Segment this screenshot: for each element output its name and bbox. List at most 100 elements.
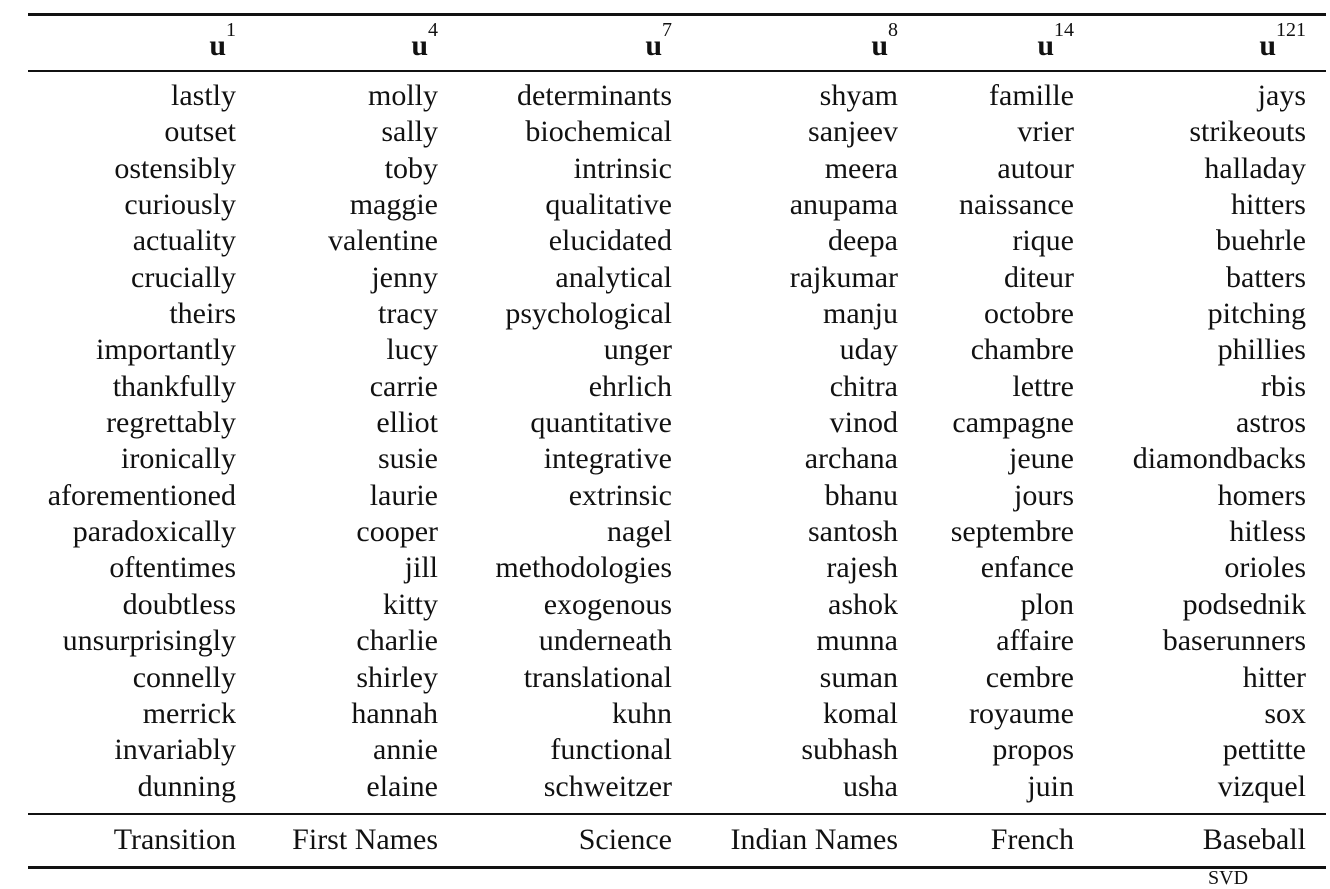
- word-column-u7: determinants biochemical intrinsic qualitat…: [470, 78, 672, 805]
- column-header-index: 4: [428, 19, 438, 41]
- word-cell: archana: [804, 442, 898, 476]
- word-cell: lastly: [171, 79, 236, 112]
- word-column-u121: jays strikeouts halladay hitters buehrle batt…: [1110, 78, 1306, 805]
- word-cell: autour: [997, 151, 1074, 185]
- word-cell: halladay: [1204, 151, 1306, 185]
- word-cell: suman: [819, 660, 898, 694]
- word-cell: biochemical: [525, 115, 672, 149]
- word-cell: dunning: [137, 769, 236, 803]
- category-label-first-names: First Names: [292, 823, 438, 856]
- word-cell: anupama: [789, 188, 898, 222]
- word-cell: diteur: [1004, 260, 1074, 294]
- column-header-u8: u8: [708, 20, 898, 68]
- word-cell: integrative: [543, 442, 672, 476]
- word-cell: tracy: [378, 297, 438, 331]
- word-cell: rbis: [1261, 369, 1306, 403]
- word-cell: phillies: [1217, 333, 1306, 367]
- word-cell: chitra: [829, 369, 898, 403]
- word-cell: oftentimes: [109, 551, 236, 585]
- word-column-u8: shyam sanjeev meera anupama deepa rajkumar man…: [708, 78, 898, 805]
- column-header-index: 8: [888, 19, 898, 41]
- word-cell: jill: [404, 551, 438, 585]
- word-cell: cooper: [356, 515, 438, 549]
- word-cell: batters: [1226, 260, 1306, 294]
- word-cell: pitching: [1207, 297, 1306, 331]
- word-cell: shirley: [356, 660, 438, 694]
- word-cell: qualitative: [545, 188, 672, 222]
- word-column-u14: famille vrier autour naissance rique diteur oc…: [928, 78, 1074, 805]
- word-cell: octobre: [984, 297, 1074, 331]
- word-cell: ostensibly: [114, 151, 236, 185]
- word-cell: jenny: [371, 260, 438, 294]
- word-cell: importantly: [96, 333, 236, 367]
- word-cell: famille: [989, 79, 1074, 112]
- column-header-u1: u1: [28, 20, 236, 68]
- word-cell: ashok: [828, 587, 898, 621]
- word-cell: rajesh: [826, 551, 898, 585]
- word-cell: translational: [523, 660, 672, 694]
- word-column-u1: lastly outset ostensibly curiously actuality…: [28, 78, 236, 805]
- word-cell: usha: [843, 769, 898, 803]
- word-cell: susie: [378, 442, 438, 476]
- word-cell: deepa: [828, 224, 898, 258]
- word-cell: extrinsic: [568, 478, 672, 512]
- word-cell: kuhn: [612, 696, 672, 730]
- word-cell: quantitative: [530, 406, 672, 440]
- word-cell: chambre: [970, 333, 1074, 367]
- word-cell: charlie: [356, 624, 438, 658]
- word-cell: methodologies: [495, 551, 672, 585]
- word-cell: astros: [1236, 406, 1306, 440]
- word-cell: propos: [992, 733, 1074, 767]
- word-cell: campagne: [952, 406, 1074, 440]
- word-cell: diamondbacks: [1132, 442, 1306, 476]
- word-cell: paradoxically: [72, 515, 236, 549]
- word-cell: aforementioned: [47, 478, 236, 512]
- word-cell: theirs: [169, 297, 236, 331]
- word-cell: ehrlich: [588, 369, 672, 403]
- word-cell: plon: [1020, 587, 1074, 621]
- column-header-u121: u121: [1110, 20, 1306, 68]
- word-cell: analytical: [555, 260, 672, 294]
- word-cell: pettitte: [1222, 733, 1306, 767]
- word-cell: sanjeev: [808, 115, 898, 149]
- word-cell: merrick: [142, 696, 236, 730]
- category-label-baseball: Baseball: [1202, 823, 1306, 856]
- word-cell: subhash: [801, 733, 898, 767]
- word-cell: kitty: [382, 587, 438, 621]
- word-cell: functional: [550, 733, 672, 767]
- word-cell: actuality: [132, 224, 236, 258]
- column-header-letter: u: [871, 29, 888, 62]
- word-cell: hitless: [1229, 515, 1306, 549]
- word-cell: thankfully: [112, 369, 236, 403]
- word-cell: jours: [1014, 478, 1074, 512]
- word-cell: schweitzer: [543, 769, 672, 803]
- word-cell: rique: [1012, 224, 1074, 258]
- word-cell: determinants: [517, 79, 672, 112]
- word-cell: connelly: [132, 660, 236, 694]
- column-header-letter: u: [1037, 29, 1054, 62]
- word-cell: exogenous: [543, 587, 672, 621]
- word-cell: podsednik: [1182, 587, 1306, 621]
- word-cell: hitter: [1242, 660, 1306, 694]
- word-cell: doubtless: [122, 587, 236, 621]
- table-bottom-rule: [28, 866, 1326, 869]
- word-cell: carrie: [369, 369, 438, 403]
- word-cell: nagel: [607, 515, 672, 549]
- word-cell: santosh: [808, 515, 898, 549]
- word-cell: munna: [816, 624, 898, 658]
- word-cell: baserunners: [1162, 624, 1306, 658]
- word-cell: laurie: [369, 478, 438, 512]
- column-header-index: 1: [226, 19, 236, 41]
- word-cell: jeune: [1009, 442, 1074, 476]
- column-header-index: 7: [662, 19, 672, 41]
- word-cell: jays: [1257, 79, 1306, 112]
- word-cell: shyam: [819, 79, 898, 112]
- body-bottom-rule: [28, 813, 1326, 815]
- word-cell: enfance: [980, 551, 1074, 585]
- word-cell: outset: [164, 115, 236, 149]
- category-label-indian-names: Indian Names: [730, 823, 898, 856]
- word-cell: elaine: [366, 769, 438, 803]
- table-top-rule: [28, 13, 1326, 16]
- word-cell: annie: [373, 733, 438, 767]
- column-header-index: 121: [1276, 19, 1306, 41]
